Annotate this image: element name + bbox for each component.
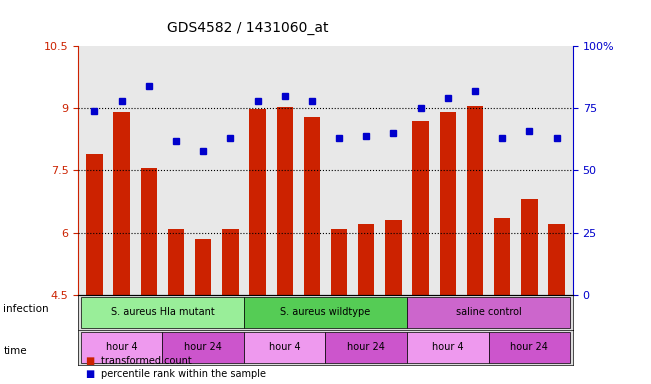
Text: hour 24: hour 24 (184, 342, 222, 352)
Text: infection: infection (3, 304, 49, 314)
FancyBboxPatch shape (489, 331, 570, 363)
FancyBboxPatch shape (407, 296, 570, 328)
Bar (385, 220, 402, 295)
FancyBboxPatch shape (244, 296, 407, 328)
Text: percentile rank within the sample: percentile rank within the sample (101, 369, 266, 379)
Bar (548, 224, 564, 295)
Bar (494, 218, 510, 295)
Bar (358, 224, 374, 295)
Bar (195, 239, 212, 295)
FancyBboxPatch shape (326, 331, 407, 363)
Text: hour 24: hour 24 (510, 342, 548, 352)
Bar (304, 117, 320, 295)
Bar (331, 228, 347, 295)
Bar (521, 199, 538, 295)
FancyBboxPatch shape (244, 331, 326, 363)
Text: hour 4: hour 4 (106, 342, 137, 352)
Text: ■: ■ (85, 369, 94, 379)
Bar (168, 228, 184, 295)
Text: hour 24: hour 24 (348, 342, 385, 352)
FancyBboxPatch shape (162, 331, 244, 363)
Text: hour 4: hour 4 (432, 342, 464, 352)
FancyBboxPatch shape (81, 331, 162, 363)
Text: saline control: saline control (456, 307, 521, 317)
FancyBboxPatch shape (407, 331, 489, 363)
Text: transformed count: transformed count (101, 356, 191, 366)
Bar (467, 106, 483, 295)
Text: S. aureus wildtype: S. aureus wildtype (281, 307, 370, 317)
Text: time: time (3, 346, 27, 356)
Text: S. aureus Hla mutant: S. aureus Hla mutant (111, 307, 214, 317)
Text: GDS4582 / 1431060_at: GDS4582 / 1431060_at (167, 21, 328, 35)
Bar (249, 109, 266, 295)
Bar (222, 228, 238, 295)
FancyBboxPatch shape (81, 296, 244, 328)
Bar (141, 169, 157, 295)
Text: hour 4: hour 4 (269, 342, 301, 352)
Bar (113, 113, 130, 295)
Bar (413, 121, 429, 295)
Text: ■: ■ (85, 356, 94, 366)
Bar (87, 154, 103, 295)
Bar (277, 108, 293, 295)
Bar (439, 113, 456, 295)
